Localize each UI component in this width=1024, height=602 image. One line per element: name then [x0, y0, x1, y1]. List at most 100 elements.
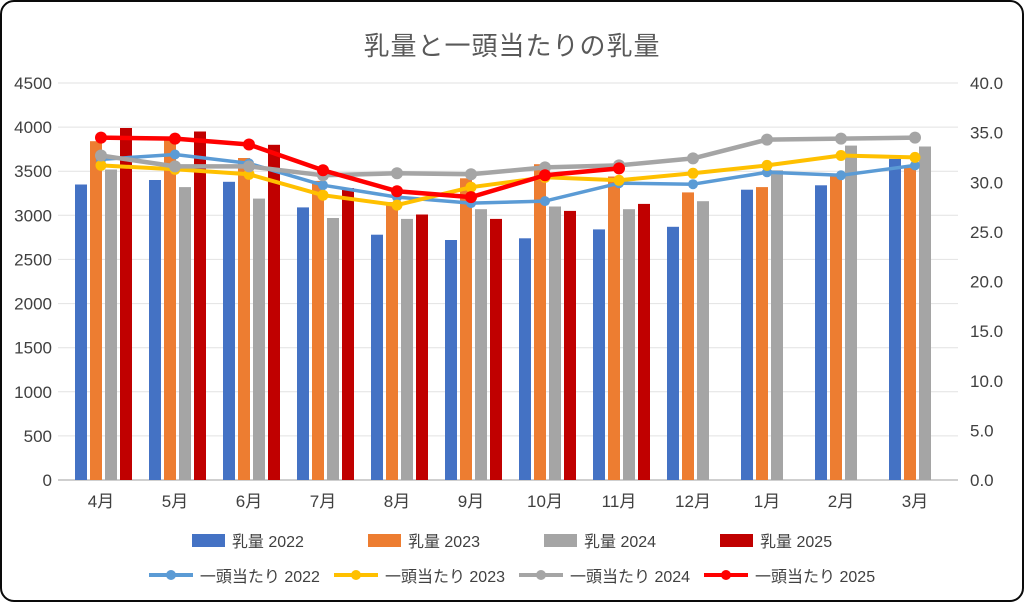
right-axis-tick: 40.0: [970, 74, 1003, 93]
bar: [845, 145, 857, 480]
legend-line-swatch: [333, 568, 378, 582]
bar: [253, 198, 265, 480]
legend-line-swatch: [519, 568, 563, 582]
line-series-3: [95, 131, 625, 204]
bar: [771, 170, 783, 481]
bar: [830, 173, 842, 480]
right-axis-tick: 25.0: [970, 223, 1003, 242]
line-marker: [95, 149, 107, 162]
bar: [386, 202, 398, 480]
bar: [534, 164, 546, 480]
bar: [164, 140, 176, 481]
legend-bar-swatch: [544, 533, 577, 547]
bar-series-1: [90, 140, 916, 481]
x-axis-tick: 8月: [384, 492, 410, 511]
line-marker: [243, 160, 255, 173]
right-axis-tick: 10.0: [970, 372, 1003, 391]
line-marker: [465, 181, 477, 193]
line-path: [99, 152, 917, 205]
legend-line-marker: [536, 570, 546, 580]
bar: [297, 207, 309, 480]
bar: [342, 188, 354, 480]
legend-line-marker: [350, 570, 361, 580]
legend-item-line-3: 一頭当たり 2025: [704, 563, 875, 587]
right-axis-tick: 20.0: [970, 273, 1003, 292]
legend-item-bar-3: 乳量 2025: [720, 528, 832, 552]
bar-series-2: [105, 145, 931, 481]
left-axis-tick: 4000: [14, 118, 52, 137]
x-axis-labels: 4月 5月 6月 7月 8月 9月 10月 11月 12月 1月 2月 3月: [88, 492, 928, 511]
legend-line-marker: [165, 570, 176, 580]
line-path: [99, 153, 917, 208]
bar: [741, 189, 753, 480]
bar: [194, 131, 206, 480]
line-marker: [169, 132, 181, 145]
x-axis-tick: 7月: [310, 492, 336, 511]
bar: [371, 234, 383, 480]
line-path: [98, 135, 918, 178]
x-axis-tick: 9月: [458, 492, 484, 511]
legend-bar-swatch: [191, 533, 225, 547]
legend-line-swatch: [148, 568, 193, 582]
line-marker: [761, 133, 773, 146]
line-marker: [909, 151, 921, 163]
bar: [756, 187, 768, 480]
line-marker: [909, 131, 921, 144]
bar: [312, 180, 324, 480]
left-axis-tick: 3500: [14, 162, 52, 181]
line-marker: [613, 174, 625, 186]
bar: [149, 180, 161, 480]
line-marker: [465, 168, 477, 181]
bar: [475, 209, 487, 480]
line-marker: [318, 180, 328, 191]
legend-label: 一頭当たり 2022: [199, 569, 320, 586]
left-axis-tick: 4500: [14, 74, 52, 93]
line-marker: [613, 162, 625, 175]
x-axis-tick: 12月: [675, 492, 711, 511]
legend-item-bar-1: 乳量 2023: [367, 528, 480, 552]
line-path: [98, 135, 622, 200]
right-axis-tick: 30.0: [970, 173, 1003, 192]
bar: [179, 187, 191, 480]
right-axis-tick: 35.0: [970, 124, 1003, 143]
legend-line-swatch: [704, 568, 749, 582]
bar: [593, 229, 605, 480]
legend-item-line-1: 一頭当たり 2023: [333, 563, 505, 587]
bar: [120, 128, 132, 480]
legend-label: 乳量 2023: [407, 534, 480, 551]
x-axis-tick: 3月: [902, 492, 928, 511]
legend-label: 一頭当たり 2024: [570, 569, 691, 586]
bar: [697, 201, 709, 480]
bar: [105, 169, 117, 480]
line-marker: [836, 170, 846, 181]
right-axis-labels: 0.0 5.0 10.0 15.0 20.0 25.0 30.0 35.0 40.0: [970, 74, 1003, 490]
x-axis-tick: 11月: [602, 492, 637, 511]
left-axis-tick: 1000: [14, 383, 52, 402]
line-marker: [391, 167, 403, 180]
line-series-2: [95, 131, 921, 182]
legend-bar-swatch: [367, 533, 401, 547]
bar: [519, 238, 531, 480]
legend-label: 乳量 2025: [760, 534, 833, 551]
bar-series-0: [75, 158, 901, 481]
bar: [460, 178, 472, 481]
left-axis-tick: 2000: [14, 295, 52, 314]
legend-label: 一頭当たり 2025: [755, 569, 876, 586]
bar: [815, 185, 827, 481]
legend-label: 乳量 2024: [584, 534, 657, 551]
x-axis-tick: 1月: [754, 492, 780, 511]
x-axis-tick: 6月: [236, 492, 262, 511]
line-marker: [761, 159, 773, 171]
bar: [223, 181, 235, 481]
bar: [623, 209, 635, 480]
line-marker: [687, 167, 699, 179]
line-marker: [169, 160, 181, 173]
bar: [327, 218, 339, 480]
x-axis-tick: 5月: [162, 492, 188, 511]
right-axis-tick: 15.0: [970, 322, 1003, 341]
line-marker: [835, 150, 847, 161]
legend-item-bar-2: 乳量 2024: [544, 528, 656, 552]
bar: [445, 240, 457, 480]
